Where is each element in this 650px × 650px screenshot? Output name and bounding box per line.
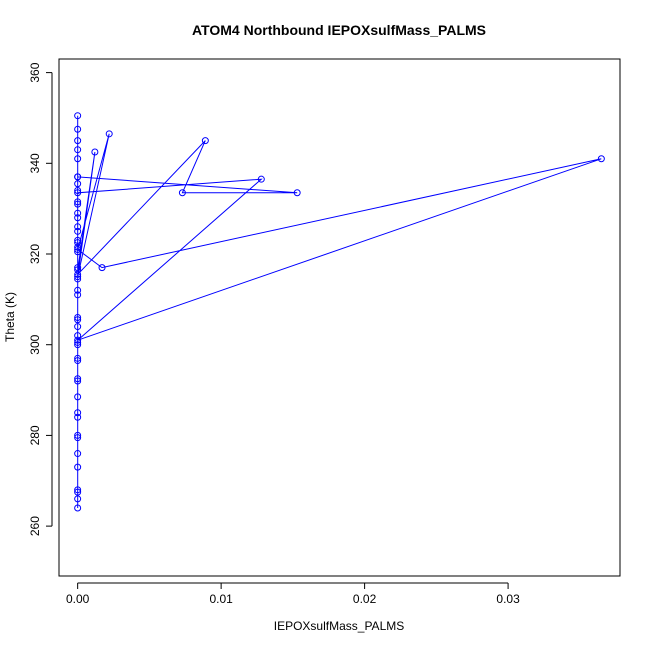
x-axis: 0.00 0.01 0.02 0.03 [66,582,520,606]
data-point [178,189,186,197]
data-point [74,375,82,383]
y-axis: 260 280 300 320 340 360 [28,62,53,536]
data-point [74,155,82,163]
data-point [74,137,82,145]
data-point [74,112,82,120]
x-tick-label: 0.01 [209,592,233,606]
data-point [74,413,82,421]
data-point [74,227,82,235]
data-point [74,357,82,365]
data-point [74,450,82,458]
data-point [74,125,82,133]
chart-title: ATOM4 Northbound IEPOXsulfMass_PALMS [192,22,486,38]
data-point [74,214,82,222]
data-point [74,264,82,272]
data-point [74,488,82,496]
data-point [201,137,209,145]
data-point [597,155,605,163]
data-point [74,146,82,154]
data-point [74,189,82,197]
data-point [74,266,82,274]
data-point [257,175,265,183]
y-tick-label: 360 [28,62,42,82]
data-point [74,198,82,206]
y-tick-label: 300 [28,334,42,354]
data-point [74,393,82,401]
data-point [74,273,82,281]
data-point [74,275,82,283]
data-point [74,180,82,188]
data-point [74,223,82,231]
data-point [91,148,99,156]
data-point [98,264,106,272]
data-point [74,248,82,256]
data-point [74,336,82,344]
data-point [105,130,113,138]
data-point [74,316,82,324]
data-point [74,314,82,321]
data-point [74,495,82,503]
data-point [74,377,82,385]
data-point [74,239,82,247]
data-point [74,173,82,181]
data-point [74,434,82,442]
data-point [74,323,82,331]
data-point [74,243,82,251]
series-points-group [74,112,605,512]
data-point [74,209,82,217]
data-point [74,291,82,299]
y-tick-label: 260 [28,516,42,536]
series-line-group [77,115,602,508]
data-point [74,286,82,294]
series-line [77,115,602,508]
data-point [74,409,82,417]
data-point [74,270,82,278]
data-point [74,187,82,195]
data-point [74,338,82,346]
data-point [74,236,82,244]
data-point [293,189,301,197]
y-tick-label: 280 [28,425,42,445]
data-point [74,341,82,349]
y-axis-label: Theta (K) [3,292,17,342]
data-point [74,504,82,512]
data-point [74,463,82,471]
y-tick-label: 340 [28,153,42,173]
data-point [74,431,82,439]
data-point [74,245,82,253]
y-tick-label: 320 [28,244,42,264]
x-axis-label: IEPOXsulfMass_PALMS [274,619,405,633]
data-point [74,354,82,362]
data-point [74,486,82,494]
x-tick-label: 0.00 [66,592,90,606]
x-tick-label: 0.03 [496,592,520,606]
plot-frame [58,58,621,577]
x-tick-label: 0.02 [353,592,377,606]
data-point [74,200,82,208]
data-point [74,332,82,340]
